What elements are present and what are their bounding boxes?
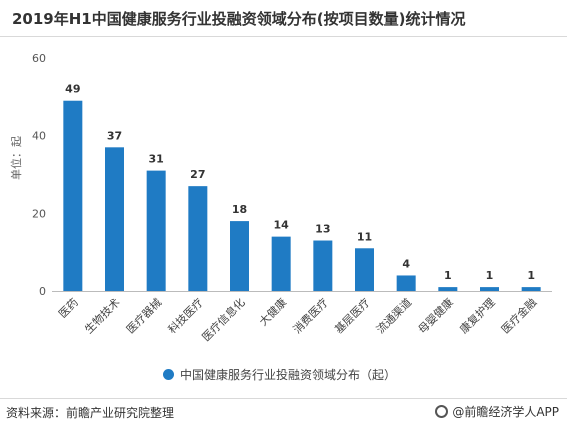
legend-label: 中国健康服务行业投融资领域分布（起）: [180, 368, 397, 382]
bar: [188, 186, 208, 291]
x-tick-label: 医疗信息化: [199, 295, 248, 344]
credit: @前瞻经济学人APP: [435, 403, 559, 420]
bar: [521, 287, 541, 291]
title-divider: [0, 36, 567, 37]
footer-divider: [0, 398, 567, 399]
bar: [480, 287, 499, 291]
bar-value-label: 31: [149, 153, 164, 166]
x-tick-label: 基层医疗: [332, 295, 373, 336]
legend: 中国健康服务行业投融资领域分布（起）: [163, 366, 396, 383]
bar-value-label: 1: [527, 269, 535, 282]
bar: [230, 221, 249, 291]
y-tick-label: 0: [39, 285, 46, 298]
bar-value-label: 37: [107, 129, 122, 142]
bar-value-label: 1: [486, 269, 494, 282]
bar: [396, 275, 416, 291]
bar-value-label: 11: [357, 230, 372, 243]
y-tick-label: 40: [32, 130, 46, 143]
x-tick-label: 科技医疗: [165, 295, 206, 336]
bar: [313, 240, 333, 291]
x-tick-label: 母婴健康: [415, 295, 456, 336]
bar-value-label: 4: [402, 257, 410, 270]
bar: [438, 287, 458, 291]
x-tick-label: 生物技术: [82, 295, 123, 336]
credit-text: @前瞻经济学人APP: [452, 405, 559, 419]
x-tick-label: 大健康: [256, 295, 289, 328]
chart-title: 2019年H1中国健康服务行业投融资领域分布(按项目数量)统计情况: [12, 10, 466, 28]
brand-logo-icon: [435, 405, 449, 418]
x-tick-label: 医疗器械: [123, 295, 164, 336]
x-tick-label: 康复护理: [457, 295, 498, 336]
x-tick-label: 医药: [56, 296, 81, 321]
bar-value-label: 13: [315, 223, 330, 236]
bar: [146, 170, 166, 291]
bar: [271, 236, 291, 291]
bar-value-label: 1: [444, 269, 452, 282]
bar: [63, 100, 83, 291]
y-tick-label: 20: [32, 207, 46, 220]
x-tick-label: 消费医疗: [290, 295, 331, 336]
bar-value-label: 49: [65, 83, 80, 96]
bar: [355, 248, 374, 291]
x-tick-label: 流通渠道: [373, 295, 414, 336]
x-tick-label: 医疗金融: [498, 295, 539, 336]
y-tick-label: 60: [32, 52, 46, 65]
bar: [105, 147, 124, 291]
bar-chart: 0204060 493731271814 131141 1 1 医药 生物技术 医疗器械科…: [32, 52, 552, 344]
bar-value-label: 14: [274, 219, 290, 232]
y-axis-title: 单位：起: [10, 136, 23, 180]
bar-value-label: 18: [232, 203, 247, 216]
bar-value-label: 27: [190, 168, 205, 181]
y-axis-ticks: 0 20 40 60: [32, 52, 46, 298]
source-note: 资料来源：前瞻产业研究院整理: [6, 406, 175, 420]
bars: [63, 100, 541, 291]
legend-swatch: [163, 369, 174, 380]
